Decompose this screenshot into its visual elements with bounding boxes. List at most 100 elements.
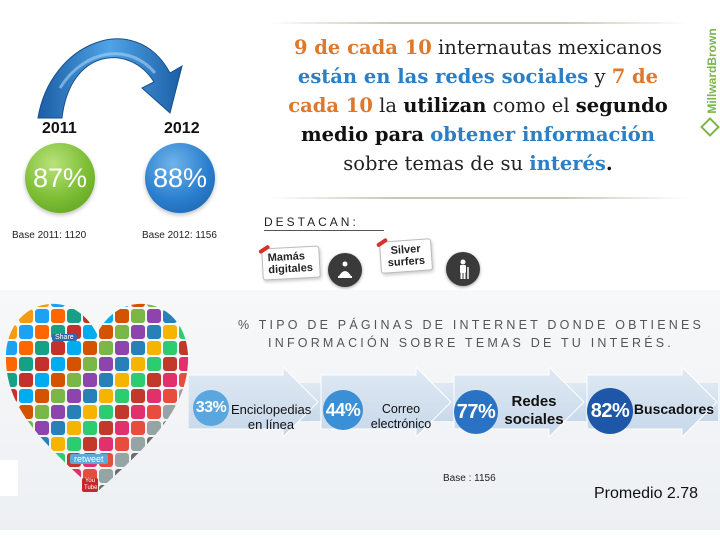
social-tile-icon	[163, 309, 177, 323]
question-title: % TIPO DE PÁGINAS DE INTERNET DONDE OBTI…	[236, 316, 706, 352]
social-tile-icon	[67, 341, 81, 355]
social-tile-icon	[51, 437, 65, 451]
social-tile-icon	[67, 485, 81, 493]
social-tile-icon	[163, 485, 177, 493]
social-tile-icon	[115, 485, 129, 493]
headline-highlight: obtener información	[430, 123, 655, 146]
senior-person-icon	[446, 252, 480, 286]
social-tile-icon	[5, 389, 17, 403]
social-tile-icon	[83, 437, 97, 451]
social-tile-icon	[83, 421, 97, 435]
share-badge: Share	[52, 334, 77, 341]
headline-line-5: sobre temas de su interés.	[258, 149, 698, 178]
social-tile-icon	[51, 485, 65, 493]
social-tile-icon	[131, 357, 145, 371]
base-bottom-text: Base : 1156	[443, 473, 496, 484]
headline-bottom-rule	[268, 197, 688, 199]
social-tile-icon	[131, 309, 145, 323]
social-tile-icon	[131, 325, 145, 339]
stat-search-engines-label: Buscadores	[633, 402, 715, 417]
label-line: en línea	[247, 417, 295, 432]
social-tile-icon	[131, 501, 145, 502]
social-tile-icon	[67, 373, 81, 387]
social-tile-icon	[35, 341, 49, 355]
social-tile-icon	[179, 469, 189, 483]
social-tile-icon	[67, 469, 81, 483]
year-2012-label: 2012	[164, 120, 200, 137]
brand-wordmark: MillwardBrown	[705, 28, 719, 114]
growth-arc-arrow-icon	[37, 38, 183, 119]
headline-bold: segundo	[575, 94, 668, 117]
social-tile-icon	[163, 501, 177, 502]
social-tile-icon	[19, 485, 33, 493]
base-2012-text: Base 2012: 1156	[142, 230, 217, 241]
social-tile-icon	[179, 325, 189, 339]
mother-icon	[328, 253, 362, 287]
headline-line-3: cada 10 la utilizan como el segundo	[258, 91, 698, 120]
social-tile-icon	[147, 485, 161, 493]
social-tile-icon	[67, 405, 81, 419]
social-tile-icon	[5, 405, 17, 419]
social-tile-icon	[35, 437, 49, 451]
social-tile-icon	[115, 437, 129, 451]
headline-highlight: 7 de	[611, 65, 659, 88]
social-tile-icon	[35, 373, 49, 387]
headline-text: la	[372, 94, 404, 117]
social-tile-icon	[35, 421, 49, 435]
social-tile-icon	[19, 341, 33, 355]
social-tile-icon	[99, 485, 113, 493]
social-tile-icon	[19, 469, 33, 483]
social-tile-icon	[5, 303, 17, 307]
social-tile-icon	[19, 389, 33, 403]
social-tile-icon	[147, 341, 161, 355]
social-tile-icon	[35, 405, 49, 419]
social-tile-icon	[67, 309, 81, 323]
social-tile-icon	[35, 357, 49, 371]
social-tile-icon	[83, 357, 97, 371]
youtube-icon: You Tube	[82, 478, 98, 492]
social-tile-icon	[115, 341, 129, 355]
social-tile-icon	[179, 303, 189, 307]
social-tile-icon	[19, 437, 33, 451]
social-tile-icon	[19, 325, 33, 339]
social-tile-icon	[179, 501, 192, 502]
social-tile-icon	[67, 357, 81, 371]
social-tile-icon	[19, 373, 33, 387]
social-tile-icon	[51, 309, 65, 323]
retweet-badge: retweet	[70, 454, 108, 464]
social-tile-icon	[179, 341, 189, 355]
social-tile-icon	[131, 421, 145, 435]
year-2011-label: 2011	[42, 120, 77, 137]
social-tile-icon	[131, 341, 145, 355]
social-tile-icon	[147, 469, 161, 483]
social-tile-icon	[51, 453, 65, 467]
social-tile-icon	[67, 389, 81, 403]
stat-encyclopedias-pct: 33%	[193, 390, 229, 426]
headline-highlight: 9 de cada 10	[293, 36, 432, 59]
social-tile-icon	[163, 357, 177, 371]
tag-label: Silver surfers	[387, 242, 426, 270]
social-tile-icon	[35, 501, 49, 502]
social-tile-icon	[3, 501, 17, 502]
social-tile-icon	[5, 341, 17, 355]
social-tile-icon	[83, 405, 97, 419]
social-tile-icon	[147, 357, 161, 371]
stat-search-engines-pct: 82%	[587, 388, 633, 434]
social-tile-icon	[19, 405, 33, 419]
social-media-heart-collage	[3, 303, 192, 502]
stat-social-networks-label: Redes sociales	[500, 393, 568, 429]
stat-email-pct: 44%	[323, 390, 363, 430]
social-tile-icon	[115, 309, 129, 323]
social-tile-icon	[131, 389, 145, 403]
social-tile-icon	[99, 303, 113, 307]
social-tile-icon	[179, 453, 189, 467]
tag-label: Mamás digitales	[267, 250, 314, 277]
social-tile-icon	[35, 325, 49, 339]
social-tile-icon	[163, 421, 177, 435]
stat-encyclopedias-label: Enciclopedias en línea	[231, 402, 311, 432]
label-line: Correo	[381, 402, 421, 416]
social-tile-icon	[67, 303, 81, 307]
social-tile-icon	[5, 421, 17, 435]
social-tile-icon	[5, 437, 17, 451]
social-tile-icon	[99, 309, 113, 323]
